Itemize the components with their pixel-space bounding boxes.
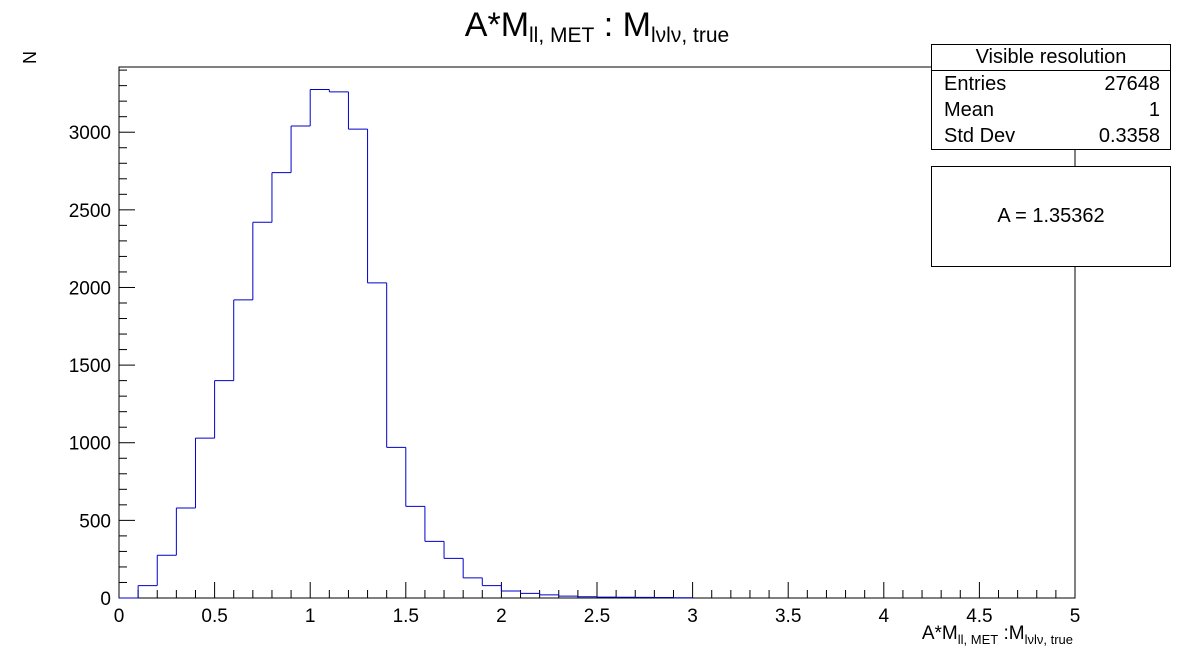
x-tick-label: 4.5 xyxy=(966,606,992,627)
y-tick-label: 2500 xyxy=(69,201,111,222)
y-tick-label: 0 xyxy=(100,589,111,610)
chart-title: A*Mll, MET : Mlνlν, true xyxy=(464,6,730,47)
y-tick-label: 500 xyxy=(79,511,111,532)
y-tick-label: 1500 xyxy=(69,356,111,377)
y-tick-label: 1000 xyxy=(69,434,111,455)
y-tick-label: 3000 xyxy=(69,123,111,144)
stats-value: 0.3358 xyxy=(1098,125,1160,147)
x-tick-label: 5 xyxy=(1070,606,1081,627)
x-tick-label: 0.5 xyxy=(201,606,227,627)
stats-row-entries: Entries 27648 xyxy=(932,71,1170,97)
stats-value: 27648 xyxy=(1104,73,1160,95)
stats-label: Entries xyxy=(944,73,1007,95)
x-tick-label: 3.5 xyxy=(775,606,801,627)
stats-label: Std Dev xyxy=(944,125,1016,147)
stats-value: 1 xyxy=(1148,99,1160,121)
stats-row-mean: Mean 1 xyxy=(932,97,1170,123)
x-tick-label: 3 xyxy=(687,606,698,627)
x-axis-label: A*Mll, MET :Mlνlν, true xyxy=(921,623,1073,647)
fit-result-text: A = 1.35362 xyxy=(997,205,1105,227)
x-tick-label: 1.5 xyxy=(393,606,419,627)
stats-header: Visible resolution xyxy=(932,45,1170,71)
stats-row-stddev: Std Dev 0.3358 xyxy=(932,123,1170,149)
x-tick-label: 2.5 xyxy=(584,606,610,627)
y-tick-label: 2000 xyxy=(69,278,111,299)
x-tick-label: 1 xyxy=(305,606,316,627)
stats-box: Visible resolution Entries 27648 Mean 1 … xyxy=(931,44,1171,150)
x-tick-label: 4 xyxy=(879,606,890,627)
y-axis-label: N xyxy=(20,51,40,64)
stats-label: Mean xyxy=(944,99,995,121)
x-tick-label: 2 xyxy=(496,606,507,627)
fit-result-box: A = 1.35362 xyxy=(931,166,1171,267)
x-tick-label: 0 xyxy=(114,606,125,627)
